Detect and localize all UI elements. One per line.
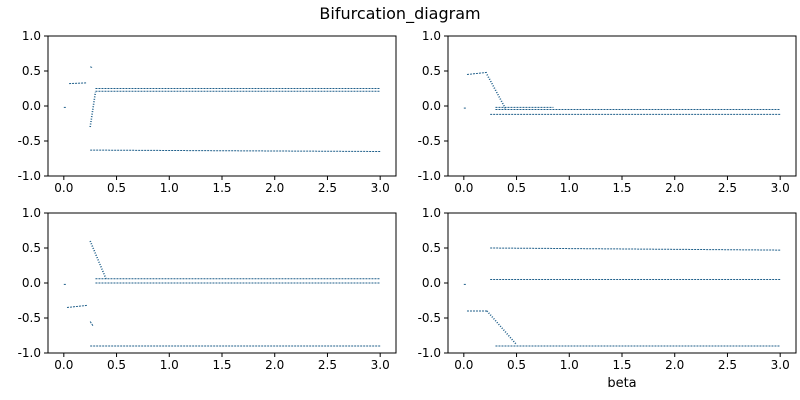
x-tick-label: 2.5	[718, 181, 737, 195]
x-tick-label: 1.0	[160, 181, 179, 195]
y-tick-label: 0.5	[22, 64, 41, 78]
branch-2-1	[66, 304, 88, 308]
y-tick-label: 0.0	[22, 276, 41, 290]
y-tick-label: 0.0	[22, 99, 41, 113]
y-tick-label: 1.0	[22, 206, 41, 220]
y-tick-label: -1.0	[418, 346, 441, 360]
x-tick-label: 1.5	[612, 358, 631, 372]
x-tick-label: 0.0	[454, 181, 473, 195]
x-tick-label: 0.5	[507, 181, 526, 195]
y-tick-label: 0.5	[22, 241, 41, 255]
x-tick-label: 2.0	[265, 358, 284, 372]
x-tick-label: 2.0	[265, 181, 284, 195]
subplot-bottom-left: 0.0 0.5 1.0 1.5 2.0 2.5 3.0 -1.0 -0.5 0.0 0.5 1.0	[18, 206, 397, 372]
branch-3-2	[490, 247, 781, 251]
x-tick-label: 0.5	[107, 181, 126, 195]
x-tick-label: 3.0	[371, 358, 390, 372]
axes-frame	[447, 35, 797, 177]
subplots: 0.0 0.5 1.0 1.5 2.0 2.5 3.0-1.0-0.50.00.51.00.…	[18, 29, 797, 391]
x-tick-label: 2.5	[318, 358, 337, 372]
subplot-bottom-right: 0.0 0.5 1.0 1.5 2.0 2.5 3.0 -1.0 -0.5 0.0 0.5 1.0 be…	[418, 206, 797, 391]
x-tick-label: 1.5	[612, 181, 631, 195]
branch-2-3	[89, 240, 107, 280]
x-tick-label: 0.0	[54, 181, 73, 195]
x-tick-label: 3.0	[771, 181, 790, 195]
y-tick-label: -1.0	[418, 169, 441, 183]
branch-0-3	[89, 91, 97, 128]
x-tick-label: 1.5	[212, 181, 231, 195]
y-tick-label: -0.5	[418, 311, 441, 325]
x-tick-label: 0.5	[107, 358, 126, 372]
y-tick-label: 0.5	[422, 241, 441, 255]
subplot-top-left: 0.0 0.5 1.0 1.5 2.0 2.5 3.0 -1.0 -0.5 0.0 0.5 1.0	[18, 29, 397, 195]
branch-0-2	[90, 66, 93, 68]
y-tick-label: -0.5	[418, 134, 441, 148]
subplot-top-right: 0.0 0.5 1.0 1.5 2.0 2.5 3.0 -1.0 -0.5 0.0 0.5 1.0	[418, 29, 797, 195]
branch-1-2	[486, 74, 507, 110]
x-tick-label: 2.0	[665, 358, 684, 372]
y-tick-label: 0.0	[422, 99, 441, 113]
branch-0-6	[90, 149, 381, 152]
branch-1-1	[466, 71, 488, 75]
y-tick-label: 1.0	[22, 29, 41, 43]
figure-title: Bifurcation_diagram	[319, 4, 480, 24]
x-tick-label: 1.0	[560, 181, 579, 195]
x-tick-label: 2.5	[318, 181, 337, 195]
y-tick-label: 1.0	[422, 206, 441, 220]
x-tick-label: 2.0	[665, 181, 684, 195]
x-tick-label: 0.0	[54, 358, 73, 372]
x-tick-label: 0.0	[454, 358, 473, 372]
x-tick-label: 3.0	[371, 181, 390, 195]
axes-frame	[47, 35, 397, 177]
y-tick-label: 0.0	[422, 276, 441, 290]
branch-2-2	[89, 321, 94, 327]
y-tick-label: 0.5	[422, 64, 441, 78]
x-tick-label: 0.5	[507, 358, 526, 372]
x-tick-label: 3.0	[771, 358, 790, 372]
x-tick-label: 1.0	[560, 358, 579, 372]
y-tick-label: -0.5	[18, 134, 41, 148]
branch-0-1	[69, 82, 88, 85]
x-tick-label: 2.5	[718, 358, 737, 372]
x-axis-label: beta	[607, 376, 636, 391]
branch-3-4	[486, 310, 518, 346]
y-tick-label: 1.0	[422, 29, 441, 43]
y-tick-label: -0.5	[18, 311, 41, 325]
x-tick-label: 1.5	[212, 358, 231, 372]
y-tick-label: -1.0	[18, 169, 41, 183]
axes-frame	[447, 212, 797, 354]
x-tick-label: 1.0	[160, 358, 179, 372]
y-tick-label: -1.0	[18, 346, 41, 360]
